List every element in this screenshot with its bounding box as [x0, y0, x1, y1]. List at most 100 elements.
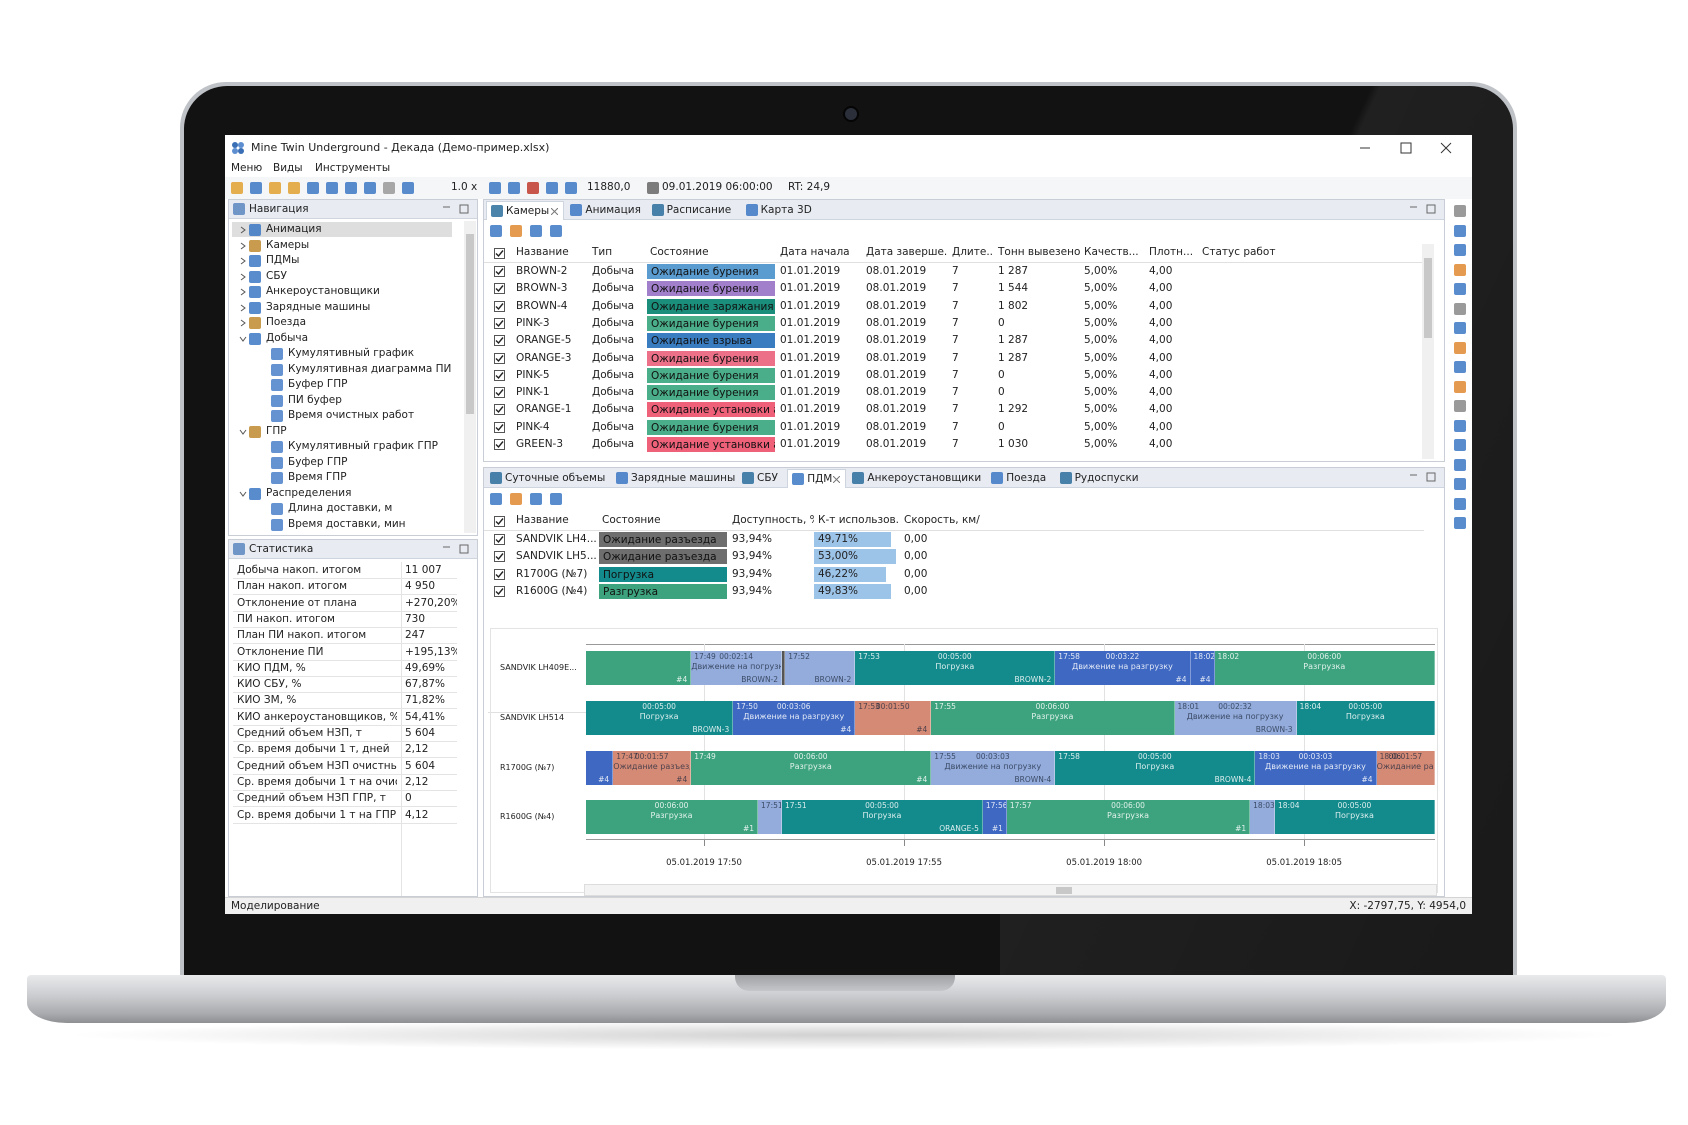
speed: 1.0 x: [451, 181, 478, 193]
segment-place: #4: [916, 724, 928, 734]
cell: R1600G (№4): [516, 584, 588, 597]
segment-duration: 00:02:14: [719, 652, 753, 661]
stat-label: КИО СБУ, %: [237, 678, 302, 691]
icon: [530, 225, 542, 237]
icon: [402, 182, 414, 194]
tree-item: Буфер ГПР: [288, 378, 348, 390]
tab[interactable]: Рудоспуски: [1056, 469, 1148, 488]
icon: [364, 182, 376, 194]
expander[interactable]: [239, 226, 247, 234]
cell: ORANGE-5: [516, 334, 572, 347]
tab-label: Анкероустановщики: [867, 472, 982, 484]
tab-label: Камеры: [506, 205, 550, 217]
tab[interactable]: Суточные объемы: [486, 469, 610, 488]
segment-time: 17:47: [616, 751, 638, 761]
cell: 01.01.2019: [780, 265, 841, 277]
tab[interactable]: Поезда: [987, 469, 1053, 488]
cell: Добыча: [592, 403, 635, 416]
expander[interactable]: [239, 335, 247, 343]
segment-state: Погрузка: [1135, 761, 1175, 771]
selected-row: [232, 222, 452, 237]
tab[interactable]: Камеры: [486, 201, 565, 220]
segment-time: 18:01: [1177, 701, 1200, 711]
tab[interactable]: Расписание: [648, 201, 740, 220]
expander[interactable]: [239, 319, 247, 327]
statistics-panel: Статистика Добыча накоп. итогом 11 007 План…: [228, 539, 478, 897]
tree-item: Камеры: [266, 238, 310, 251]
gantt-segment: 17:58 00:05:00 Погрузка BROWN-4: [1055, 750, 1256, 785]
table-header: Название Тип Состояние Дата начала Дата заве…: [484, 244, 1424, 263]
expander[interactable]: [239, 428, 247, 436]
h-scrollbar: [584, 884, 1437, 896]
cell: 7: [952, 403, 959, 416]
cell: 93,94%: [732, 550, 773, 563]
segment-time: 18:04: [1299, 701, 1322, 711]
tab-close[interactable]: [833, 476, 841, 483]
cell: 1 802: [998, 299, 1029, 312]
cell: BROWN-4: [516, 299, 568, 312]
segment-time: 17:58: [1058, 751, 1080, 761]
icon: [250, 182, 262, 194]
stat-label: Отклонение ПИ: [237, 645, 324, 658]
checkmark: [495, 536, 504, 544]
expander[interactable]: [239, 288, 247, 296]
gantt-segment: #4: [586, 750, 614, 785]
checkbox: [494, 585, 505, 597]
checkbox: [494, 300, 505, 312]
segment-duration: 00:05:00: [642, 701, 676, 711]
grid-line: [904, 644, 906, 839]
utilization-bar: [814, 549, 897, 565]
cell: Добыча: [592, 386, 635, 399]
x-axis: [586, 839, 1435, 840]
expander[interactable]: [239, 490, 247, 498]
segment-place: #4: [676, 675, 688, 684]
checkbox: [494, 369, 505, 381]
cell: 01.01.2019: [780, 386, 841, 399]
scroll-thumb: [466, 234, 474, 414]
segment-state: Разгрузка: [1031, 711, 1074, 721]
cell: 0: [998, 368, 1005, 381]
cell: 01.01.2019: [780, 334, 841, 347]
title-bar: Mine Twin Underground - Декада (Демо-при…: [225, 135, 1472, 161]
row-line: [233, 741, 457, 742]
stat-value: 5 604: [405, 727, 436, 739]
cell: 08.01.2019: [866, 351, 927, 364]
expander[interactable]: [239, 273, 247, 281]
checkbox: [494, 335, 505, 347]
menu-item: Меню: [231, 162, 263, 174]
cell: 5,00%: [1084, 334, 1118, 347]
status-cell: 0 скважин завершено, 21 скважи: [1198, 314, 1350, 317]
segment-time: 17:55: [934, 701, 956, 711]
gantt-segment: 18:02 00:06:00 Разгрузка: [1214, 651, 1435, 685]
x-tick-label: 05.01.2019 17:55: [866, 858, 942, 868]
tab[interactable]: Карта 3D: [742, 201, 821, 220]
cell: 1 287: [998, 265, 1029, 277]
scroll-thumb: [1424, 258, 1432, 338]
column-header: Длите...: [952, 246, 994, 258]
icon: [1454, 478, 1466, 490]
cell: 5,00%: [1084, 403, 1118, 416]
segment-duration: 00:01:57: [1388, 751, 1423, 761]
tab[interactable]: Анкероустановщики: [848, 469, 985, 488]
row-line: [233, 789, 457, 791]
icon: [991, 472, 1004, 484]
table-row: PINK-4 Добыча Ожидание бурения 01.01.2019 08…: [484, 418, 1424, 436]
segment-time: 17:53: [858, 652, 880, 661]
cell: 4,00: [1149, 386, 1173, 399]
cell: 7: [952, 265, 959, 277]
checkmark: [495, 553, 504, 561]
segment-place: #4: [916, 774, 928, 784]
row-line: [233, 822, 457, 824]
tab[interactable]: Анимация: [566, 201, 645, 220]
tab[interactable]: Зарядные машины: [612, 469, 736, 488]
tab-close[interactable]: [551, 208, 559, 215]
panel-title: Статистика: [249, 543, 314, 555]
cell: 93,94%: [732, 584, 773, 597]
expander[interactable]: [239, 257, 247, 265]
stat-label: КИО анкероустановщиков, %: [237, 710, 397, 723]
segment-duration: 00:06:00: [1035, 701, 1070, 711]
tab[interactable]: СБУ: [738, 469, 785, 488]
expander[interactable]: [239, 242, 247, 250]
expander[interactable]: [239, 304, 247, 312]
tab[interactable]: ПДМ: [787, 469, 847, 488]
